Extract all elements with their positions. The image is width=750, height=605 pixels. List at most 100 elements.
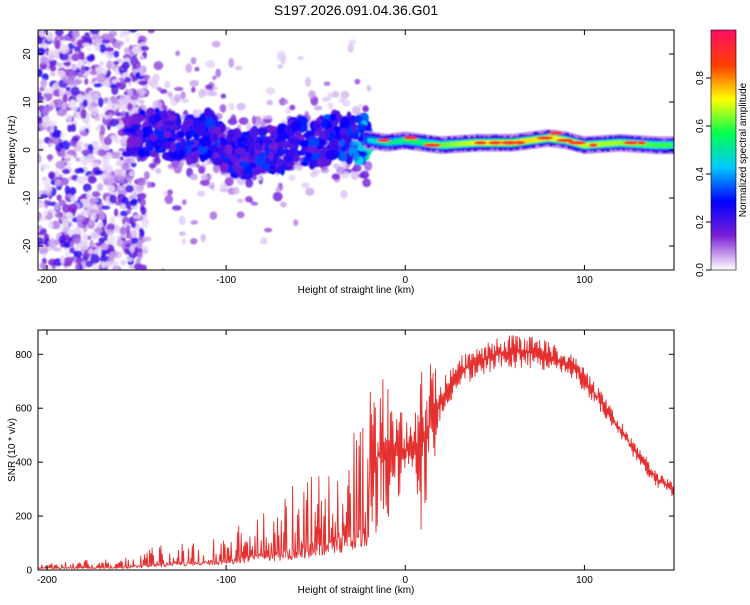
colorbar-band (711, 144, 736, 147)
spectrogram-cell (154, 113, 161, 123)
colorbar-band (711, 88, 736, 91)
spectrogram-cell (137, 192, 147, 200)
spectrogram-hot-cell (637, 141, 647, 145)
spectrogram-cell (141, 236, 152, 242)
colorbar-band (711, 62, 736, 65)
spectrogram-cell (130, 158, 136, 164)
spectrogram-cell (91, 191, 100, 198)
spectrogram-cell (40, 163, 51, 169)
spectrogram-cell (150, 79, 159, 90)
colorbar-band (711, 148, 736, 151)
spectrogram-cell (108, 83, 118, 88)
spectrogram-cell (38, 111, 42, 118)
spectrogram-cell (358, 103, 363, 109)
spectrogram-cell (236, 211, 245, 219)
spectrogram-cell (175, 50, 180, 57)
colorbar-band (711, 222, 736, 225)
spectrogram-cell (198, 88, 206, 99)
spectrogram-cell (127, 88, 134, 97)
spectrogram-cell (138, 99, 145, 105)
snr-x-tick-label: 100 (576, 575, 593, 586)
colorbar-band (711, 128, 736, 131)
spectrogram-cell (255, 154, 266, 166)
colorbar-band (711, 106, 736, 109)
spectrogram-cell (96, 72, 106, 83)
spectrogram-cell (100, 243, 109, 251)
spectrogram-cell (129, 245, 135, 254)
spectrogram-cell (130, 123, 142, 129)
spectrogram-cell (198, 166, 206, 174)
spectrogram-cell (251, 115, 257, 125)
colorbar-band (711, 134, 736, 137)
spectrogram-cell (96, 221, 104, 229)
spectrogram-cell (66, 114, 73, 123)
spectrogram-y-tick-label: -20 (22, 238, 33, 253)
spectrogram-cell (351, 122, 357, 134)
spectrogram-cell (87, 175, 97, 184)
spectrogram-cell (197, 143, 208, 155)
spectrogram-cell (47, 220, 54, 229)
spectrogram-cell (125, 224, 131, 234)
spectrogram-cell (110, 177, 115, 185)
colorbar-band (711, 138, 736, 141)
spectrogram-cell (99, 43, 107, 53)
spectrogram-cell (76, 141, 84, 147)
spectrogram-cell (101, 205, 111, 210)
spectrogram-cell (40, 78, 47, 89)
snr-x-tick-label: -100 (216, 575, 236, 586)
spectrogram-cell (38, 115, 43, 125)
spectrogram-cell (62, 168, 71, 175)
colorbar-band (711, 172, 736, 175)
spectrogram-cell (68, 203, 78, 214)
colorbar-band (711, 208, 736, 211)
spectrogram-cell (283, 99, 289, 105)
spectrogram-cell (215, 68, 222, 78)
spectrogram-cell (189, 173, 198, 181)
spectrogram-cell (225, 144, 233, 155)
spectrogram-cell (178, 231, 186, 237)
snr-x-tick-label: 0 (402, 575, 408, 586)
spectrogram-cell (211, 133, 219, 142)
spectrogram-hot-cell (403, 136, 419, 140)
spectrogram-cell (155, 167, 162, 174)
spectrogram-cell (38, 244, 48, 249)
spectrogram-cell (82, 183, 92, 192)
colorbar-band (711, 70, 736, 73)
spectrogram-cell (60, 255, 65, 265)
colorbar-band (711, 146, 736, 149)
spectrogram-cell (120, 110, 126, 118)
spectrogram-cell (135, 258, 141, 265)
spectrogram-cell (67, 229, 77, 236)
spectrogram-cell (289, 104, 296, 111)
spectrogram-cell (111, 97, 120, 105)
colorbar-band (711, 250, 736, 253)
colorbar-band (711, 86, 736, 89)
spectrogram-cell (158, 130, 165, 140)
spectrogram-cell (109, 216, 116, 224)
colorbar-band (711, 30, 736, 33)
spectrogram-cell (95, 125, 101, 132)
spectrogram-cell (329, 113, 337, 121)
colorbar-band (711, 268, 736, 271)
spectrogram-cell (350, 171, 360, 180)
spectrogram-hot-cell (556, 138, 574, 143)
spectrogram-cell (301, 182, 310, 189)
colorbar-band (711, 216, 736, 219)
spectrogram-cell (47, 50, 58, 56)
spectrogram-cell (91, 262, 99, 270)
spectrogram-cell (119, 94, 128, 103)
spectrogram-cell (40, 43, 50, 48)
spectrogram-cell (63, 61, 71, 66)
colorbar-band (711, 118, 736, 121)
spectrogram-cell (264, 227, 273, 233)
spectrogram-cell (75, 263, 80, 270)
colorbar-band (711, 226, 736, 229)
spectrogram-cell (93, 83, 103, 88)
snr-x-axis-label: Height of straight line (km) (298, 585, 415, 596)
colorbar-band (711, 258, 736, 261)
spectrogram-cell (103, 178, 112, 186)
spectrogram-cell (142, 221, 149, 230)
spectrogram-cell (331, 91, 340, 98)
spectrogram-cell (92, 92, 100, 99)
